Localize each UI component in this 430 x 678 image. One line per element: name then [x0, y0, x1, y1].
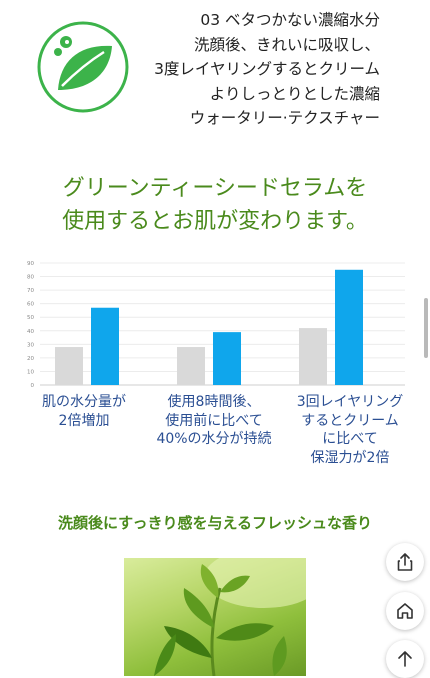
category-label: 使用8時間後、 使用前に比べて 40%の水分が持続	[139, 393, 289, 449]
fragrance-subheading: 洗顔後にすっきり感を与えるフレッシュな香り	[57, 514, 373, 532]
category-label-line: 使用前に比べて	[165, 412, 263, 429]
bar-series-2-group-2	[213, 332, 241, 385]
category-label: 3回レイヤリング するとクリーム に比べて保湿力が2倍	[275, 393, 425, 467]
y-tick-label: 0	[31, 383, 35, 389]
scroll-top-button[interactable]	[386, 640, 424, 678]
page-scrollbar[interactable]	[424, 298, 428, 358]
category-label-line: 保湿力が2倍	[310, 449, 390, 466]
y-tick-label: 60	[27, 302, 34, 308]
home-button[interactable]	[386, 592, 424, 630]
bar-series-2-group-1	[91, 307, 119, 385]
tea-leaf-photo	[124, 558, 306, 676]
leaf-icon	[37, 21, 129, 113]
feature-line: 洗顔後、きれいに吸収し、	[193, 35, 380, 54]
y-tick-label: 50	[27, 315, 34, 321]
y-tick-label: 30	[27, 342, 34, 348]
arrow-up-icon	[398, 651, 412, 667]
heading-line-1: グリーンティーシードセラムを	[62, 176, 368, 201]
feature-line: 3度レイヤリングするとクリーム	[154, 60, 380, 78]
share-button[interactable]	[386, 543, 424, 581]
bar-series-2-group-3	[335, 269, 363, 385]
feature-line: ウォータリー·テクスチャー	[189, 109, 380, 127]
home-icon	[397, 603, 413, 619]
category-label-line: 40%の水分が持続	[156, 431, 272, 447]
y-tick-label: 80	[27, 275, 34, 281]
bar-chart: 0 10 20 30 40 50 60 70 80 90	[27, 261, 405, 389]
share-icon	[397, 553, 413, 571]
y-tick-label: 10	[27, 369, 34, 375]
bar-series-1-group-2	[177, 347, 205, 385]
category-label-line: 肌の水分量が	[42, 394, 126, 410]
feature-line: よりしっとりとした濃縮	[209, 84, 380, 103]
bar-series-1-group-1	[55, 347, 83, 385]
heading-line-2: 使用するとお肌が変わります。	[62, 209, 368, 234]
section-heading: グリーンティーシードセラムを 使用するとお肌が変わります。	[0, 172, 430, 238]
feature-line: 03 ベタつかない濃縮水分	[200, 11, 380, 29]
category-label-line: するとクリーム	[301, 412, 399, 429]
y-tick-label: 70	[27, 288, 34, 294]
category-label-line: に比べて	[322, 431, 378, 447]
y-tick-label: 40	[27, 329, 34, 335]
y-tick-label: 90	[27, 261, 34, 267]
y-tick-label: 20	[27, 356, 34, 362]
bar-series-1-group-3	[299, 328, 327, 385]
category-label-line: 3回レイヤリング	[296, 394, 404, 410]
category-label: 肌の水分量が 2倍増加	[9, 393, 159, 430]
category-label-line: 2倍増加	[58, 412, 110, 429]
category-label-line: 使用8時間後、	[167, 394, 261, 410]
feature-description: 03 ベタつかない濃縮水分 洗顔後、きれいに吸収し、 3度レイヤリングするとクリ…	[40, 8, 380, 131]
